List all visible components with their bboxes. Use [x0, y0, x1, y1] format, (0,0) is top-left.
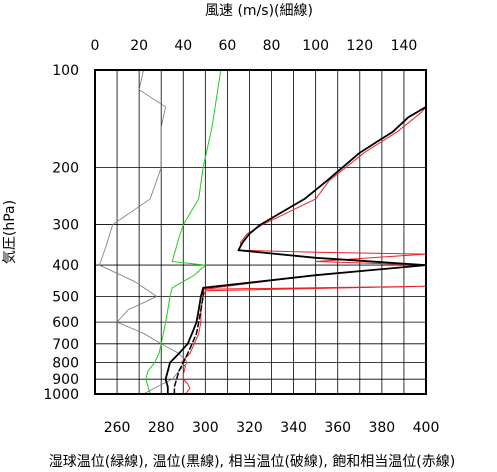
series-wind-line — [99, 69, 189, 395]
pressure-tick-label: 900 — [52, 372, 79, 388]
tick-labels: 0 20 40 60 80 100 120 140 260 280 300 320 340 360 380 4… — [43, 38, 439, 436]
series-saturated-line — [180, 106, 427, 395]
bottom-tick-label: 320 — [236, 420, 263, 436]
top-tick-label: 20 — [130, 38, 148, 54]
plot-frame — [94, 69, 427, 395]
y-axis-title: 気圧(hPa) — [2, 200, 18, 264]
pressure-tick-label: 700 — [52, 337, 79, 353]
pressure-tick-label: 400 — [52, 258, 79, 274]
bottom-tick-label: 280 — [148, 420, 175, 436]
top-axis-title: 風速 (m/s)(細線) — [205, 3, 313, 19]
top-tick-label: 80 — [263, 38, 281, 54]
series-lines — [99, 69, 427, 395]
series-potential-line — [164, 106, 427, 395]
top-tick-label: 60 — [218, 38, 236, 54]
pressure-tick-label: 100 — [52, 63, 79, 79]
pressure-tick-label: 800 — [52, 356, 79, 372]
top-tick-label: 40 — [174, 38, 192, 54]
bottom-axis-title: 湿球温位(緑線), 温位(黒線), 相当温位(破線), 飽和相当温位(赤線) — [49, 453, 455, 470]
pressure-tick-label: 1000 — [43, 387, 79, 403]
pressure-tick-label: 300 — [52, 218, 79, 234]
bottom-tick-label: 300 — [192, 420, 219, 436]
top-tick-label: 100 — [302, 38, 329, 54]
grid — [94, 69, 427, 395]
top-tick-label: 140 — [391, 38, 418, 54]
bottom-tick-label: 260 — [104, 420, 131, 436]
bottom-tick-label: 340 — [280, 420, 307, 436]
series-wet-bulb-line — [145, 69, 222, 395]
bottom-tick-label: 380 — [368, 420, 395, 436]
series-equivalent-line — [173, 287, 204, 395]
pressure-tick-label: 500 — [52, 289, 79, 305]
bottom-tick-label: 400 — [413, 420, 440, 436]
top-tick-label: 0 — [91, 38, 100, 54]
pressure-tick-label: 600 — [52, 315, 79, 331]
top-tick-label: 120 — [346, 38, 373, 54]
bottom-tick-label: 360 — [324, 420, 351, 436]
pressure-tick-label: 200 — [52, 161, 79, 177]
